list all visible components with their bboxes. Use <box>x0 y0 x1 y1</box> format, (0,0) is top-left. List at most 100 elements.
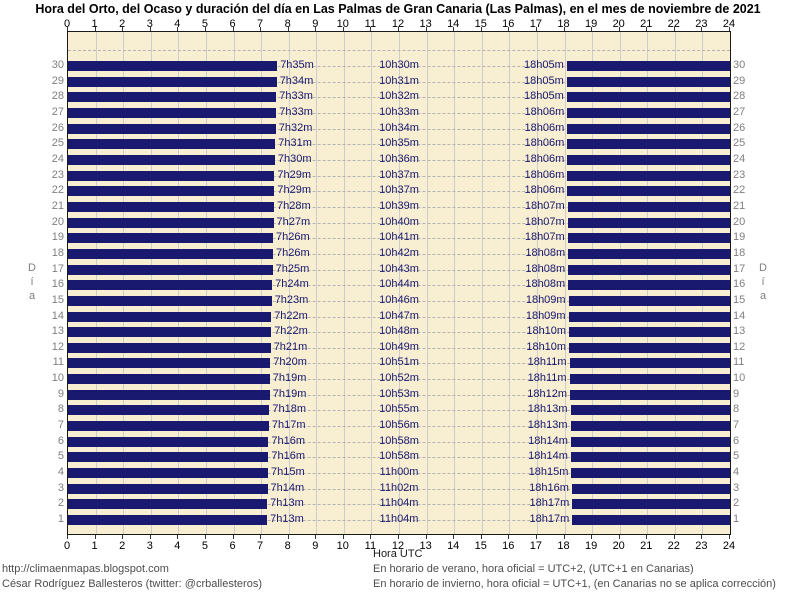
sunrise-bar <box>68 342 271 353</box>
sunrise-time-label: 7h27m <box>276 215 311 228</box>
day-label-right: 20 <box>733 215 746 228</box>
hour-label-bottom: 15 <box>474 540 487 552</box>
grid-line-vertical <box>316 32 318 534</box>
row-dashed-line <box>68 457 730 459</box>
hour-label-bottom: 5 <box>201 540 208 552</box>
plot-area: 7h35m 10h30m 18h05m 7h34m 10h31m 18h05m 7h33m 1… <box>67 31 731 535</box>
hour-label-top: 7 <box>257 18 264 30</box>
hour-label-bottom: 23 <box>695 540 708 552</box>
sunset-bar <box>570 436 730 447</box>
day-label-left: 18 <box>51 246 64 259</box>
sunset-time-label: 18h15m <box>528 466 569 478</box>
day-label-right: 13 <box>733 325 746 338</box>
sunset-time-label: 18h06m <box>524 184 565 197</box>
row-dashed-line <box>68 128 730 130</box>
row-dashed-line <box>68 332 730 334</box>
row-dashed-line <box>68 81 730 83</box>
day-label-right: 7 <box>733 419 740 432</box>
footer-summer-note: En horario de verano, hora oficial = UTC… <box>373 563 694 575</box>
hour-label-bottom: 2 <box>119 540 126 552</box>
hour-label-bottom: 9 <box>312 540 319 552</box>
day-label-right: 15 <box>733 293 746 306</box>
sunset-bar <box>567 154 730 165</box>
day-duration-label: 10h35m <box>379 137 419 150</box>
sunrise-time-label: 7h26m <box>276 231 310 244</box>
sunrise-time-label: 7h30m <box>277 152 312 165</box>
sunrise-time-label: 7h16m <box>271 434 306 447</box>
row-dashed-line <box>68 504 730 506</box>
sunset-bar <box>567 108 730 118</box>
sunrise-bar <box>68 108 277 118</box>
day-duration-label: 10h44m <box>379 278 419 291</box>
sunrise-bar <box>68 295 272 306</box>
axis-tick <box>453 27 455 31</box>
sunrise-time-label: 7h29m <box>277 168 312 181</box>
row-dashed-line <box>68 66 730 67</box>
day-duration-label: 10h37m <box>379 168 419 181</box>
day-duration-label: 10h39m <box>379 199 419 212</box>
day-duration-label: 10h48m <box>379 325 419 338</box>
sunset-bar <box>568 248 730 259</box>
sunrise-bar <box>68 264 273 275</box>
row-dashed-line <box>68 222 730 224</box>
day-duration-label: 10h42m <box>379 246 419 259</box>
day-label-left: 7 <box>57 419 64 432</box>
sunrise-bar <box>68 327 272 338</box>
day-label-right: 16 <box>733 278 746 291</box>
hour-label-bottom: 10 <box>336 540 349 552</box>
sunrise-bar <box>68 515 268 525</box>
day-duration-label: 10h49m <box>379 340 419 353</box>
row-dashed-line <box>68 394 730 396</box>
day-label-left: 12 <box>51 340 64 353</box>
sunset-bar <box>567 217 730 228</box>
hour-label-bottom: 1 <box>91 540 98 552</box>
sunrise-bar <box>68 389 270 400</box>
sunrise-bar <box>68 170 275 181</box>
hour-label-top: 9 <box>312 18 319 30</box>
day-label-left: 30 <box>51 59 64 71</box>
day-label-right: 24 <box>733 152 746 165</box>
grid-line-vertical <box>509 32 511 534</box>
sunrise-time-label: 7h20m <box>273 356 307 369</box>
grid-line-vertical <box>399 32 400 534</box>
row-dashed-line <box>68 97 730 99</box>
sunrise-time-label: 7h35m <box>280 59 314 71</box>
hour-label-bottom: 20 <box>612 540 625 552</box>
sunset-bar <box>570 405 730 416</box>
axis-tick <box>149 27 151 31</box>
axis-tick <box>729 535 730 539</box>
x-axis-label: Hora UTC <box>373 548 423 560</box>
day-duration-label: 10h30m <box>379 59 419 71</box>
axis-tick <box>398 27 399 31</box>
day-label-right: 27 <box>733 106 746 118</box>
hour-label-top: 21 <box>640 18 653 30</box>
hour-label-top: 13 <box>419 18 432 30</box>
axis-tick <box>177 27 179 31</box>
day-label-left: 21 <box>51 199 64 212</box>
sunset-time-label: 18h07m <box>524 231 565 244</box>
sunset-time-label: 18h05m <box>524 90 564 103</box>
hour-label-top: 24 <box>722 18 736 30</box>
sunset-time-label: 18h06m <box>524 152 565 165</box>
day-duration-label: 10h37m <box>379 184 419 197</box>
sunrise-bar <box>68 405 270 416</box>
sunset-time-label: 18h06m <box>524 121 565 134</box>
sunrise-bar <box>68 76 277 87</box>
sunrise-time-label: 7h25m <box>275 262 310 275</box>
day-label-left: 5 <box>57 450 64 463</box>
axis-tick <box>370 535 372 539</box>
day-duration-label: 10h58m <box>379 450 419 463</box>
day-label-left: 28 <box>51 90 64 103</box>
hour-label-bottom: 13 <box>419 540 432 552</box>
axis-tick <box>94 27 96 31</box>
sunset-time-label: 18h05m <box>524 74 564 87</box>
axis-tick <box>646 535 648 539</box>
axis-tick <box>591 535 593 539</box>
day-label-right: 5 <box>733 450 740 463</box>
hour-label-bottom: 16 <box>502 540 515 552</box>
sunset-bar <box>567 139 730 150</box>
day-label-right: 10 <box>733 372 746 385</box>
sunset-bar <box>566 76 730 87</box>
axis-tick <box>701 535 703 539</box>
row-dashed-line <box>68 520 730 521</box>
